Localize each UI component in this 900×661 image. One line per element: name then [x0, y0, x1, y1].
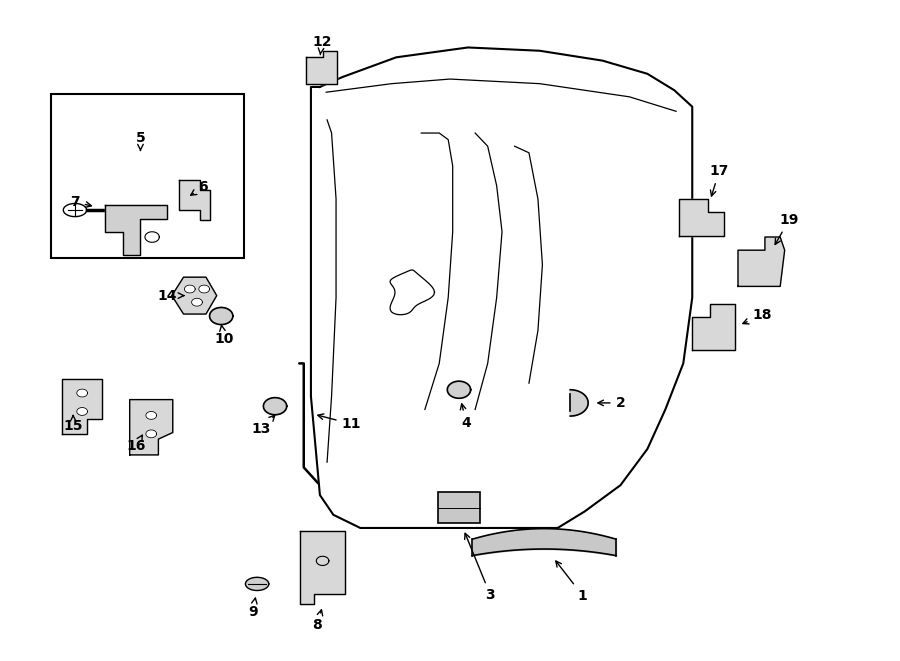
Polygon shape [146, 411, 157, 419]
Polygon shape [76, 408, 87, 415]
Text: 5: 5 [136, 131, 145, 151]
Polygon shape [172, 277, 217, 314]
Text: 8: 8 [312, 610, 323, 633]
Bar [438, 492, 480, 523]
Text: 1: 1 [556, 561, 588, 603]
Polygon shape [679, 199, 724, 237]
Polygon shape [179, 180, 211, 220]
Polygon shape [692, 303, 735, 350]
Polygon shape [76, 389, 87, 397]
Polygon shape [210, 307, 233, 325]
Polygon shape [301, 531, 345, 603]
Polygon shape [738, 237, 785, 286]
Text: 15: 15 [63, 416, 83, 433]
Polygon shape [184, 285, 195, 293]
Text: 11: 11 [318, 414, 361, 431]
Text: 3: 3 [464, 533, 495, 602]
Text: 4: 4 [460, 404, 471, 430]
Bar [50, 94, 244, 258]
Polygon shape [310, 48, 692, 528]
Polygon shape [246, 577, 269, 590]
Text: 6: 6 [191, 180, 208, 195]
Text: 10: 10 [214, 325, 234, 346]
Text: 2: 2 [598, 396, 626, 410]
Polygon shape [62, 379, 102, 434]
Polygon shape [130, 400, 173, 455]
Text: 12: 12 [312, 35, 331, 55]
Text: 19: 19 [775, 213, 799, 245]
Text: 14: 14 [158, 289, 184, 303]
Text: 16: 16 [126, 435, 146, 453]
Polygon shape [305, 51, 337, 84]
Polygon shape [447, 381, 471, 399]
Polygon shape [104, 206, 167, 254]
Polygon shape [192, 298, 202, 306]
Polygon shape [571, 390, 589, 416]
Polygon shape [146, 430, 157, 438]
Polygon shape [390, 270, 435, 315]
Text: 7: 7 [70, 195, 92, 209]
Polygon shape [199, 285, 210, 293]
Text: 13: 13 [252, 415, 274, 436]
Polygon shape [264, 398, 287, 414]
Text: 17: 17 [709, 164, 729, 196]
Text: 18: 18 [742, 309, 772, 324]
Text: 9: 9 [248, 598, 257, 619]
